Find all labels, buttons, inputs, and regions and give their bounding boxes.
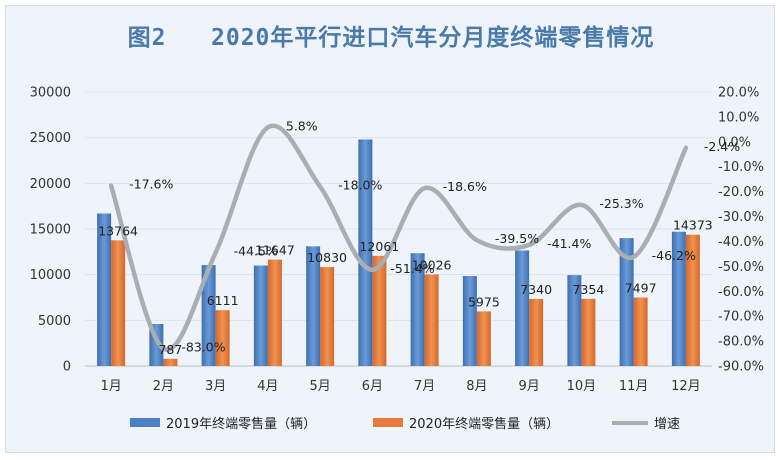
y-left-tick-label: 25000 xyxy=(30,131,71,146)
bar-2019 xyxy=(358,139,373,366)
growth-value-label: 5.8% xyxy=(286,118,318,133)
x-tick-label: 5月 xyxy=(309,379,330,394)
bar-2020-value-label: 11647 xyxy=(255,243,295,258)
growth-value-label: -25.3% xyxy=(599,196,643,211)
chart-title: 图2 2020年平行进口汽车分月度终端零售情况 xyxy=(127,25,655,51)
bar-2020-value-label: 7354 xyxy=(572,282,604,297)
bar-2020 xyxy=(685,234,700,366)
growth-value-label: -18.6% xyxy=(443,179,487,194)
growth-value-label: -51.4% xyxy=(390,261,434,276)
x-tick-label: 1月 xyxy=(100,379,121,394)
bar-2020-value-label: 6111 xyxy=(207,293,239,308)
y-right-tick-label: 0.0% xyxy=(718,135,751,150)
bar-2020-value-label: 7497 xyxy=(625,281,657,296)
y-left-tick-label: 0 xyxy=(63,360,71,375)
bar-2019 xyxy=(306,246,321,366)
y-left-tick-label: 10000 xyxy=(30,268,71,283)
x-tick-label: 10月 xyxy=(567,379,597,394)
bar-2020 xyxy=(529,298,544,366)
legend-label-growth: 增速 xyxy=(654,417,680,432)
y-left-tick-label: 20000 xyxy=(30,177,71,192)
bar-2019 xyxy=(567,275,582,366)
x-tick-label: 3月 xyxy=(205,379,226,394)
y-right-tick-label: -40.0% xyxy=(718,235,764,250)
y-left-tick-label: 5000 xyxy=(38,314,71,329)
legend-label-2020: 2020年终端零售量（辆） xyxy=(409,416,559,432)
bar-2020 xyxy=(476,311,491,366)
bar-2020-value-label: 14373 xyxy=(673,218,713,233)
bar-2019 xyxy=(671,231,686,366)
bar-2020 xyxy=(267,259,282,366)
y-right-tick-label: -50.0% xyxy=(718,260,764,275)
bar-2019 xyxy=(253,265,268,366)
y-right-tick-label: -70.0% xyxy=(718,310,764,325)
bar-2020-value-label: 7340 xyxy=(520,282,552,297)
bar-2020 xyxy=(372,255,387,366)
y-right-tick-label: 10.0% xyxy=(718,110,759,125)
bar-2019 xyxy=(410,253,425,366)
y-right-tick-label: -90.0% xyxy=(718,360,764,375)
bar-2020 xyxy=(163,358,178,366)
x-tick-label: 4月 xyxy=(257,379,278,394)
growth-value-label: -83.0% xyxy=(181,340,225,355)
bar-2020 xyxy=(111,240,126,366)
x-tick-label: 11月 xyxy=(619,379,649,394)
bar-2019 xyxy=(97,213,112,366)
y-right-tick-label: -10.0% xyxy=(718,160,764,175)
y-right-tick-label: -60.0% xyxy=(718,285,764,300)
x-tick-label: 7月 xyxy=(414,379,435,394)
bar-2020-value-label: 5975 xyxy=(468,294,500,309)
bar-2020-value-label: 787 xyxy=(158,342,182,357)
growth-value-label: -2.4% xyxy=(704,139,740,154)
x-tick-label: 6月 xyxy=(362,379,383,394)
bar-2019 xyxy=(462,276,477,366)
growth-value-label: -46.2% xyxy=(652,248,696,263)
x-tick-label: 9月 xyxy=(518,379,539,394)
bar-2020-value-label: 12061 xyxy=(359,239,399,254)
growth-value-label: -39.5% xyxy=(495,231,539,246)
y-left-tick-label: 30000 xyxy=(30,86,71,101)
growth-value-label: -18.0% xyxy=(338,178,382,193)
bar-2020-value-label: 13764 xyxy=(98,223,138,238)
growth-value-label: -41.4% xyxy=(547,236,591,251)
x-tick-label: 8月 xyxy=(466,379,487,394)
y-right-tick-label: 20.0% xyxy=(718,86,759,101)
bar-2020 xyxy=(581,298,596,366)
bar-2020-value-label: 10026 xyxy=(412,257,452,272)
x-tick-label: 12月 xyxy=(671,379,701,394)
y-right-tick-label: -20.0% xyxy=(718,185,764,200)
x-tick-label: 2月 xyxy=(153,379,174,394)
bar-2019 xyxy=(515,250,530,366)
growth-line xyxy=(108,123,689,352)
growth-value-label: -17.6% xyxy=(129,177,173,192)
bar-2020 xyxy=(424,274,439,366)
legend-label-2019: 2019年终端零售量（辆） xyxy=(166,416,316,432)
legend-swatch-2020 xyxy=(373,418,403,427)
bar-2019 xyxy=(201,265,216,366)
y-left-tick-label: 15000 xyxy=(30,223,71,238)
bar-2020 xyxy=(215,310,230,366)
y-right-tick-label: -80.0% xyxy=(718,335,764,350)
legend-swatch-2019 xyxy=(130,418,160,427)
bar-2020 xyxy=(633,297,648,366)
bar-2019 xyxy=(619,238,634,366)
bar-2020 xyxy=(320,267,335,366)
y-right-tick-label: -30.0% xyxy=(718,210,764,225)
bar-2020-value-label: 10830 xyxy=(307,250,347,265)
growth-value-label: -44.5% xyxy=(234,244,278,259)
